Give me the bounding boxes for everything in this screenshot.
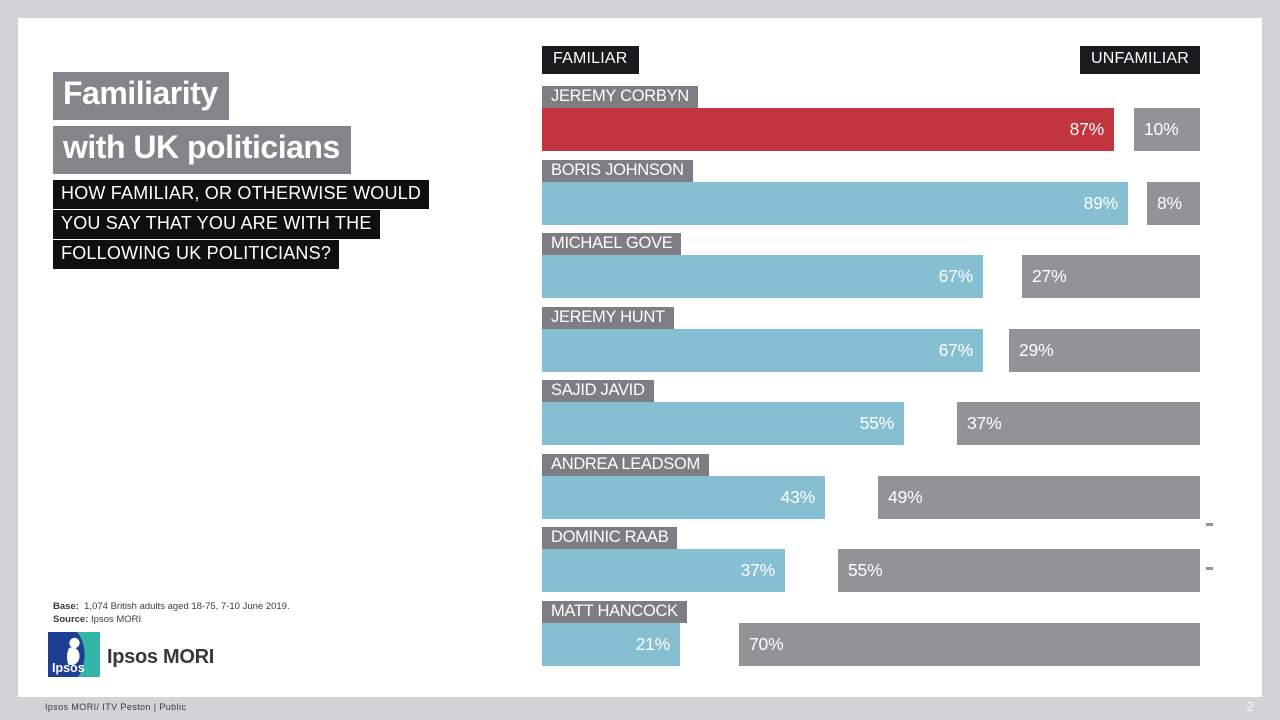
footer-classification: Ipsos MORI/ ITV Peston | Public bbox=[45, 702, 187, 712]
chart-row: BORIS JOHNSON 89% 8% bbox=[542, 159, 1200, 225]
title-line-2: with UK politicians bbox=[53, 126, 351, 174]
source-text: Ipsos MORI bbox=[91, 614, 142, 625]
legend-unfamiliar: UNFAMILIAR bbox=[1079, 46, 1200, 74]
familiar-bar: 87% bbox=[542, 108, 1114, 151]
bar-track: 21% 70% bbox=[542, 622, 1200, 666]
familiarity-chart: FAMILIAR UNFAMILIAR JEREMY CORBYN 87% 10% B… bbox=[542, 46, 1213, 688]
familiar-bar: 37% bbox=[542, 549, 785, 592]
familiar-bar: 21% bbox=[542, 622, 680, 666]
ipsos-logo-icon: Ipsos bbox=[48, 632, 100, 677]
politician-label: ANDREA LEADSOM bbox=[542, 453, 709, 476]
politician-label: SAJID JAVID bbox=[542, 380, 654, 402]
brand-name: Ipsos MORI bbox=[107, 646, 215, 668]
page-title: Familiarity with UK politicians bbox=[53, 72, 351, 180]
unfamiliar-bar: 10% bbox=[1134, 108, 1200, 151]
dash-marker bbox=[1206, 523, 1213, 526]
page-number: 2 bbox=[1246, 698, 1254, 714]
bar-track: 89% 8% bbox=[542, 181, 1200, 225]
unfamiliar-bar: 29% bbox=[1009, 328, 1200, 372]
chart-row: JEREMY CORBYN 87% 10% bbox=[542, 86, 1200, 151]
bar-track: 43% 49% bbox=[542, 475, 1200, 519]
unfamiliar-bar: 55% bbox=[838, 549, 1200, 592]
question-line: HOW FAMILIAR, OR OTHERWISE WOULD bbox=[53, 180, 430, 209]
politician-label: MICHAEL GOVE bbox=[542, 233, 682, 255]
chart-row: MICHAEL GOVE 67% 27% bbox=[542, 233, 1200, 298]
bar-track: 67% 29% bbox=[542, 328, 1200, 372]
bar-track: 37% 55% bbox=[542, 549, 1200, 592]
familiar-bar: 67% bbox=[542, 255, 983, 298]
question-line: FOLLOWING UK POLITICIANS? bbox=[53, 240, 340, 269]
politician-label: BORIS JOHNSON bbox=[542, 159, 693, 182]
politician-label: JEREMY HUNT bbox=[542, 306, 674, 329]
base-note: Base: 1,074 British adults aged 18-75, 7… bbox=[53, 600, 290, 613]
unfamiliar-bar: 37% bbox=[957, 402, 1200, 445]
chart-row: MATT HANCOCK 21% 70% bbox=[542, 600, 1200, 666]
politician-label: MATT HANCOCK bbox=[542, 600, 687, 623]
bar-track: 87% 10% bbox=[542, 108, 1200, 151]
unfamiliar-bar: 27% bbox=[1022, 255, 1200, 298]
base-text: 1,074 British adults aged 18-75, 7-10 Ju… bbox=[84, 601, 290, 612]
chart-row: SAJID JAVID 55% 37% bbox=[542, 380, 1200, 445]
chart-row: JEREMY HUNT 67% 29% bbox=[542, 306, 1200, 372]
chart-row: ANDREA LEADSOM 43% 49% bbox=[542, 453, 1200, 519]
question-line: YOU SAY THAT YOU ARE WITH THE bbox=[53, 210, 380, 239]
unfamiliar-bar: 8% bbox=[1147, 181, 1200, 225]
bar-track: 67% 27% bbox=[542, 255, 1200, 298]
legend-familiar: FAMILIAR bbox=[542, 46, 639, 74]
title-line-1: Familiarity bbox=[53, 72, 229, 120]
politician-label: JEREMY CORBYN bbox=[542, 86, 698, 108]
survey-question: HOW FAMILIAR, OR OTHERWISE WOULD YOU SAY… bbox=[53, 180, 430, 270]
politician-label: DOMINIC RAAB bbox=[542, 527, 678, 549]
dash-marker bbox=[1206, 567, 1213, 570]
base-label: Base: bbox=[53, 601, 79, 612]
familiar-bar: 67% bbox=[542, 328, 983, 372]
unfamiliar-bar: 70% bbox=[739, 622, 1200, 666]
familiar-bar: 43% bbox=[542, 475, 825, 519]
slide-card: Familiarity with UK politicians HOW FAMI… bbox=[18, 18, 1262, 697]
familiar-bar: 55% bbox=[542, 402, 904, 445]
base-source-notes: Base: 1,074 British adults aged 18-75, 7… bbox=[53, 600, 290, 626]
source-note: Source: Ipsos MORI bbox=[53, 613, 290, 626]
source-label: Source: bbox=[53, 614, 89, 625]
logo-wordmark: Ipsos bbox=[52, 661, 85, 675]
bar-track: 55% 37% bbox=[542, 402, 1200, 445]
unfamiliar-bar: 49% bbox=[878, 475, 1200, 519]
familiar-bar: 89% bbox=[542, 181, 1128, 225]
chart-row: DOMINIC RAAB 37% 55% bbox=[542, 527, 1200, 592]
